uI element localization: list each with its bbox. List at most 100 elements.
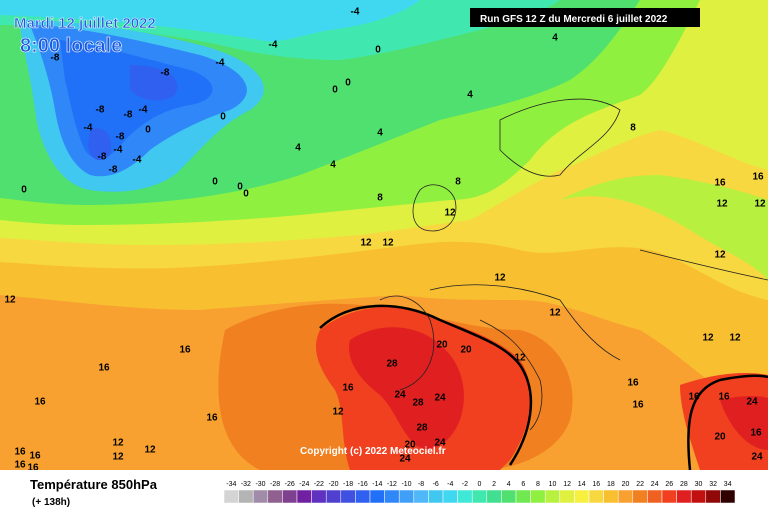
legend-swatch <box>238 489 254 504</box>
legend-label: 20 <box>622 481 630 488</box>
contour-label: 4 <box>295 143 301 154</box>
contour-label: 16 <box>179 345 191 356</box>
run-box <box>470 8 700 27</box>
legend-label: 16 <box>592 481 600 488</box>
contour-label: -4 <box>269 40 278 51</box>
contour-label: -8 <box>124 110 133 121</box>
contour-label: 28 <box>412 398 424 409</box>
contour-label: -4 <box>114 145 123 156</box>
contour-label: -8 <box>161 68 170 79</box>
contour-label: -4 <box>133 155 142 166</box>
contour-label: 16 <box>627 378 639 389</box>
contour-label: -8 <box>109 165 118 176</box>
legend-label: -34 <box>226 481 236 488</box>
contour-label: 8 <box>630 123 636 134</box>
contour-label: -4 <box>139 105 148 116</box>
legend-swatch <box>603 489 619 504</box>
legend-swatch <box>311 489 327 504</box>
legend-label: 0 <box>478 481 482 488</box>
contour-label: 20 <box>436 340 448 351</box>
legend-swatch <box>252 489 269 504</box>
legend-label: 24 <box>651 481 659 488</box>
legend-label: 32 <box>709 481 717 488</box>
contour-label: 12 <box>382 238 394 249</box>
legend-label: -22 <box>314 481 324 488</box>
contour-label: 20 <box>460 345 472 356</box>
legend-label: 4 <box>507 481 511 488</box>
legend-label: 14 <box>578 481 586 488</box>
contour-label: 12 <box>444 208 456 219</box>
contour-label: 8 <box>455 177 461 188</box>
legend-label: -32 <box>241 481 251 488</box>
legend-label: 6 <box>521 481 525 488</box>
contour-label: 16 <box>14 460 26 471</box>
contour-label: 12 <box>754 199 766 210</box>
legend-label: 30 <box>695 481 703 488</box>
legend-label: -12 <box>387 481 397 488</box>
legend-label: 8 <box>536 481 540 488</box>
legend-swatch <box>588 489 604 504</box>
contour-label: -8 <box>51 53 60 64</box>
contour-label: 16 <box>718 392 730 403</box>
legend-label: 2 <box>492 481 496 488</box>
contour-label: 0 <box>237 182 243 193</box>
legend-swatch <box>325 489 342 504</box>
legend-swatch <box>428 489 444 504</box>
contour-label: 24 <box>434 393 446 404</box>
legend-label: -24 <box>299 481 309 488</box>
legend-swatch <box>720 489 736 504</box>
legend-swatch <box>369 489 385 504</box>
legend-swatch <box>442 489 458 504</box>
legend-label: 18 <box>607 481 615 488</box>
legend-label: -8 <box>418 481 424 488</box>
contour-label: -4 <box>84 123 93 134</box>
legend-swatch <box>501 489 517 504</box>
legend-label: -16 <box>358 481 368 488</box>
legend-swatch <box>486 489 502 504</box>
legend-swatch <box>355 489 371 504</box>
legend-swatch <box>690 489 707 504</box>
contour-label: 16 <box>714 178 726 189</box>
legend-label: -18 <box>343 481 353 488</box>
contour-label: 24 <box>434 438 446 449</box>
legend-swatch <box>282 489 298 504</box>
legend-label: 12 <box>563 481 571 488</box>
contour-label: 4 <box>330 160 336 171</box>
contour-label: 4 <box>552 33 558 44</box>
legend-swatch <box>267 489 283 504</box>
legend-swatch <box>384 489 400 504</box>
contour-label: 0 <box>212 177 218 188</box>
legend-label: -28 <box>270 481 280 488</box>
contour-label: 12 <box>514 353 526 364</box>
footer-title: Température 850hPa <box>30 477 158 492</box>
contour-label: -4 <box>216 58 225 69</box>
contour-label: 16 <box>206 413 218 424</box>
legend-swatch <box>457 489 473 504</box>
contour-label: 0 <box>243 189 249 200</box>
contour-label: 12 <box>729 333 741 344</box>
legend-label: -14 <box>372 481 382 488</box>
run-label: Run GFS 12 Z du Mercredi 6 juillet 2022 <box>480 14 668 25</box>
contour-label: 0 <box>21 185 27 196</box>
contour-label: 12 <box>714 250 726 261</box>
contour-label: 12 <box>360 238 372 249</box>
map-time: 8:00 locale <box>20 35 122 57</box>
contour-label: 12 <box>112 438 124 449</box>
legend-label: 22 <box>636 481 644 488</box>
contour-label: 4 <box>467 90 473 101</box>
contour-labels: -4-4 0-8-8-400-8 -8 -4-4-800-4-4-8-84444488… <box>4 7 766 474</box>
contour-label: 12 <box>332 407 344 418</box>
legend-swatch <box>398 489 415 504</box>
legend-swatch <box>530 489 546 504</box>
map-date: Mardi 12 juillet 2022 <box>14 15 156 32</box>
contour-label: 16 <box>752 172 764 183</box>
contour-label: 0 <box>332 85 338 96</box>
legend-label: 26 <box>665 481 673 488</box>
legend-swatch <box>413 489 429 504</box>
legend: -34 -32 -30 -28 -26 -24 -22 -20 -18 -16 -14 -12 -10-… <box>223 481 736 504</box>
legend-label: 10 <box>549 481 557 488</box>
contour-label: 24 <box>394 390 406 401</box>
legend-label: -4 <box>447 481 453 488</box>
contour-label: 0 <box>375 45 381 56</box>
contour-label: 12 <box>494 273 506 284</box>
